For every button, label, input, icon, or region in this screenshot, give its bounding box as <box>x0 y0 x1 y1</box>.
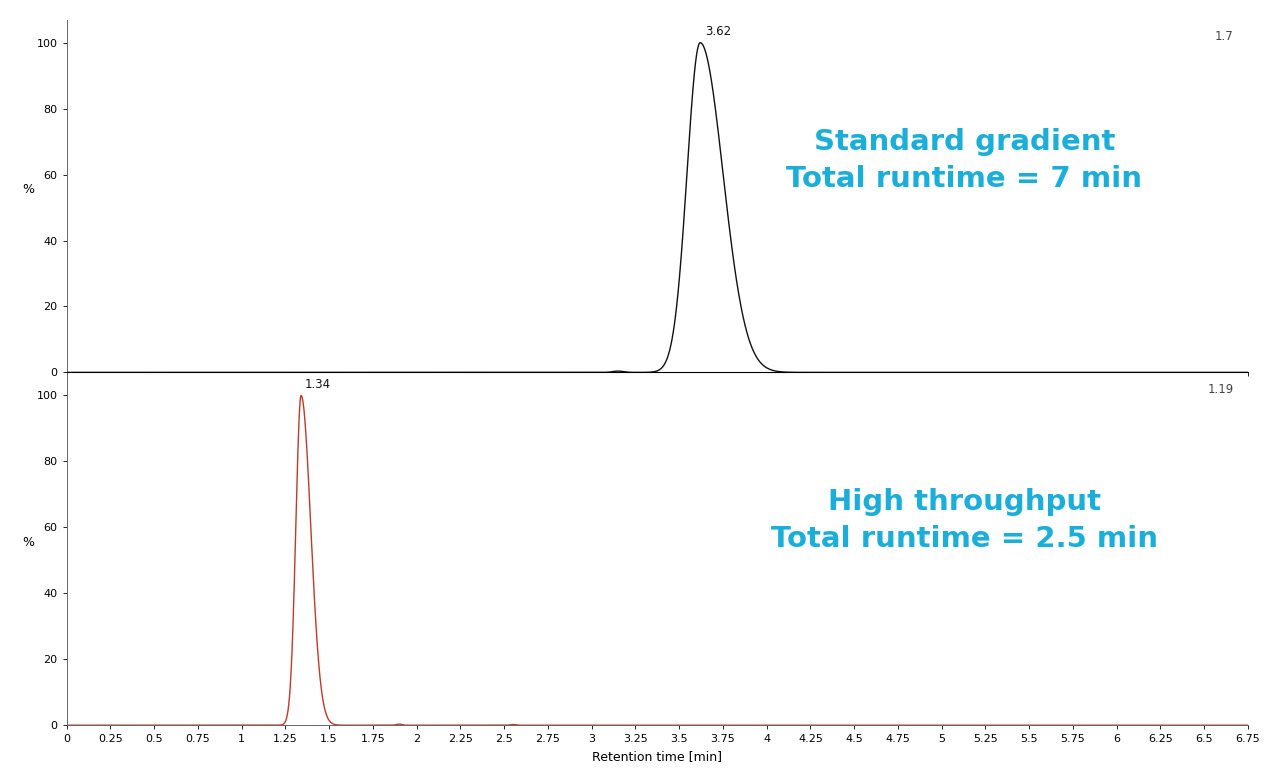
Text: 1.7: 1.7 <box>1215 31 1234 43</box>
Y-axis label: %: % <box>22 183 35 196</box>
Text: 3.62: 3.62 <box>705 25 732 38</box>
Y-axis label: %: % <box>22 535 35 549</box>
Text: 1.34: 1.34 <box>305 378 330 390</box>
X-axis label: Retention time [min]: Retention time [min] <box>593 750 722 763</box>
Text: 1.19: 1.19 <box>1207 383 1234 396</box>
Text: Standard gradient
Total runtime = 7 min: Standard gradient Total runtime = 7 min <box>786 129 1143 193</box>
Text: High throughput
Total runtime = 2.5 min: High throughput Total runtime = 2.5 min <box>771 488 1158 553</box>
